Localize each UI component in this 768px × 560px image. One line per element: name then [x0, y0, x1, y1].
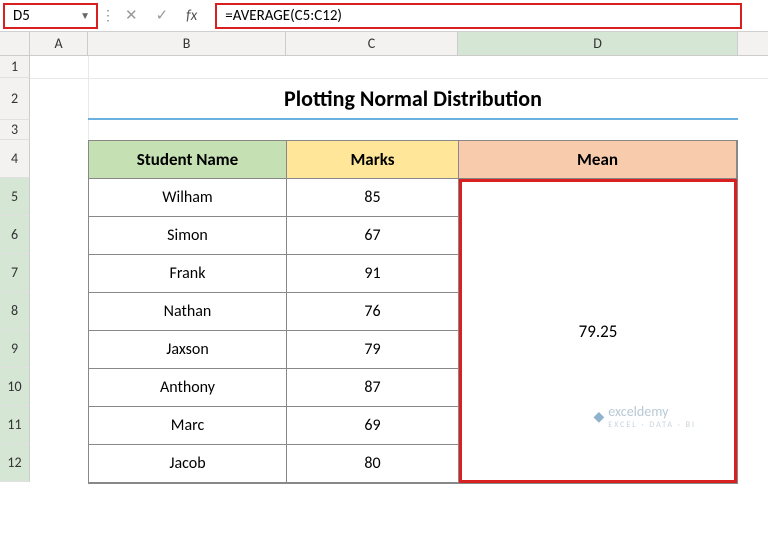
- student-name[interactable]: Frank: [89, 255, 287, 293]
- col-header-a[interactable]: A: [30, 32, 88, 55]
- formula-bar: D5 ▼ ⋮ ✕ ✓ fx =AVERAGE(C5:C12): [0, 0, 768, 32]
- table-row: Anthony 87: [89, 369, 459, 407]
- col-header-d[interactable]: D: [458, 32, 738, 55]
- table-row: Jacob 80: [89, 445, 459, 483]
- student-name[interactable]: Marc: [89, 407, 287, 445]
- marks-value[interactable]: 69: [287, 407, 459, 445]
- cancel-icon[interactable]: ✕: [125, 6, 138, 25]
- watermark-tag: EXCEL · DATA · BI: [608, 420, 696, 430]
- row-header[interactable]: 4: [0, 140, 30, 178]
- mean-cell[interactable]: 79.25: [459, 179, 737, 483]
- student-name[interactable]: Jacob: [89, 445, 287, 483]
- column-headers: A B C D: [0, 32, 768, 56]
- chart-title: Plotting Normal Distribution: [88, 78, 738, 120]
- select-all-corner[interactable]: [0, 32, 30, 55]
- table-row: Simon 67: [89, 217, 459, 255]
- student-name[interactable]: Anthony: [89, 369, 287, 407]
- cell-reference: D5: [13, 7, 30, 25]
- row-header[interactable]: 10: [0, 368, 30, 406]
- row-header[interactable]: 2: [0, 78, 30, 120]
- col-header-b[interactable]: B: [88, 32, 286, 55]
- watermark-brand: exceldemy: [608, 403, 696, 420]
- watermark: ◆ exceldemy EXCEL · DATA · BI: [593, 403, 696, 430]
- worksheet: 1 2 3 4 5 6 7 8 9 10 11 12 Plotting Norm…: [0, 56, 768, 482]
- student-name[interactable]: Jaxson: [89, 331, 287, 369]
- enter-icon[interactable]: ✓: [156, 6, 169, 25]
- marks-value[interactable]: 85: [287, 179, 459, 217]
- table-row: Jaxson 79: [89, 331, 459, 369]
- divider: ⋮: [101, 7, 115, 24]
- marks-value[interactable]: 87: [287, 369, 459, 407]
- row-header[interactable]: 8: [0, 292, 30, 330]
- col-header-c[interactable]: C: [286, 32, 458, 55]
- table-row: Nathan 76: [89, 293, 459, 331]
- marks-value[interactable]: 79: [287, 331, 459, 369]
- table-row: Marc 69: [89, 407, 459, 445]
- row-headers: 1 2 3 4 5 6 7 8 9 10 11 12: [0, 56, 30, 482]
- name-box[interactable]: D5 ▼: [3, 3, 98, 29]
- row-header[interactable]: 11: [0, 406, 30, 444]
- marks-value[interactable]: 76: [287, 293, 459, 331]
- cell-grid[interactable]: Plotting Normal Distribution Student Nam…: [30, 56, 768, 482]
- data-rows: Wilham 85 Simon 67 Frank 91 Nathan 76: [89, 179, 459, 483]
- header-mean[interactable]: Mean: [459, 141, 737, 179]
- marks-value[interactable]: 80: [287, 445, 459, 483]
- marks-value[interactable]: 67: [287, 217, 459, 255]
- row-header[interactable]: 9: [0, 330, 30, 368]
- row-header[interactable]: 3: [0, 120, 30, 140]
- row-header[interactable]: 5: [0, 178, 30, 216]
- fx-icon[interactable]: fx: [186, 7, 197, 25]
- row-header[interactable]: 12: [0, 444, 30, 482]
- row-header[interactable]: 6: [0, 216, 30, 254]
- formula-buttons: ✕ ✓ fx: [115, 6, 207, 25]
- student-name[interactable]: Wilham: [89, 179, 287, 217]
- marks-value[interactable]: 91: [287, 255, 459, 293]
- table-row: Wilham 85: [89, 179, 459, 217]
- student-name[interactable]: Simon: [89, 217, 287, 255]
- table-header-row: Student Name Marks Mean: [89, 141, 737, 179]
- row-header[interactable]: 7: [0, 254, 30, 292]
- data-table: Student Name Marks Mean Wilham 85 Simon …: [88, 140, 738, 484]
- student-name[interactable]: Nathan: [89, 293, 287, 331]
- header-marks[interactable]: Marks: [287, 141, 459, 179]
- header-student-name[interactable]: Student Name: [89, 141, 287, 179]
- formula-input[interactable]: =AVERAGE(C5:C12): [215, 3, 742, 29]
- watermark-icon: ◆: [593, 408, 604, 425]
- table-body: Wilham 85 Simon 67 Frank 91 Nathan 76: [89, 179, 737, 483]
- formula-text: =AVERAGE(C5:C12): [225, 7, 342, 25]
- row-header[interactable]: 1: [0, 56, 30, 78]
- name-box-dropdown-icon[interactable]: ▼: [80, 9, 96, 22]
- table-row: Frank 91: [89, 255, 459, 293]
